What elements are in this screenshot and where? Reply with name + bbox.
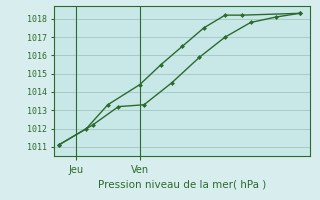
X-axis label: Pression niveau de la mer( hPa ): Pression niveau de la mer( hPa ) [98, 179, 267, 189]
